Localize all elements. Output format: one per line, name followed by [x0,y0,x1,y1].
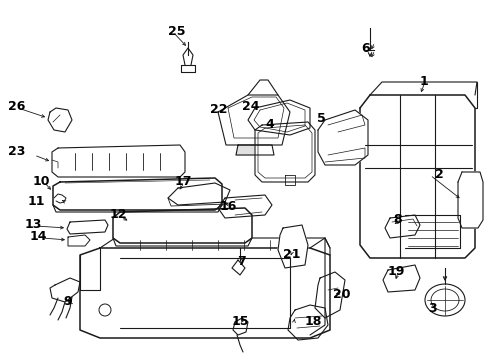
Text: 22: 22 [210,103,227,116]
Text: 5: 5 [317,112,326,125]
Text: 24: 24 [242,100,260,113]
Polygon shape [255,122,315,182]
Text: 8: 8 [393,213,402,226]
Polygon shape [383,265,420,292]
Polygon shape [113,208,252,243]
Polygon shape [53,178,222,210]
Text: 9: 9 [63,295,72,308]
Text: 19: 19 [388,265,405,278]
Text: 14: 14 [30,230,48,243]
Text: 26: 26 [8,100,25,113]
Polygon shape [360,95,475,258]
Text: 17: 17 [175,175,193,188]
Polygon shape [80,248,330,338]
Text: 7: 7 [237,255,246,268]
Text: 10: 10 [33,175,50,188]
Polygon shape [236,145,274,155]
Text: 12: 12 [110,208,127,221]
Text: 11: 11 [28,195,46,208]
Polygon shape [168,183,230,205]
Text: 2: 2 [435,168,444,181]
Text: 16: 16 [220,200,237,213]
Polygon shape [278,225,308,268]
Text: 3: 3 [428,302,437,315]
Text: 20: 20 [333,288,350,301]
Polygon shape [458,172,483,228]
Text: 23: 23 [8,145,25,158]
Polygon shape [385,215,420,238]
Polygon shape [318,110,368,165]
Polygon shape [218,195,272,218]
Polygon shape [181,65,195,72]
Polygon shape [218,95,290,145]
Text: 13: 13 [25,218,42,231]
Text: 21: 21 [283,248,300,261]
Text: 15: 15 [232,315,249,328]
Text: 4: 4 [265,118,274,131]
Text: 6: 6 [361,42,369,55]
Polygon shape [67,220,108,234]
Polygon shape [52,145,185,177]
Text: 1: 1 [420,75,429,88]
Text: 18: 18 [305,315,322,328]
Polygon shape [248,100,310,135]
Text: 25: 25 [168,25,186,38]
